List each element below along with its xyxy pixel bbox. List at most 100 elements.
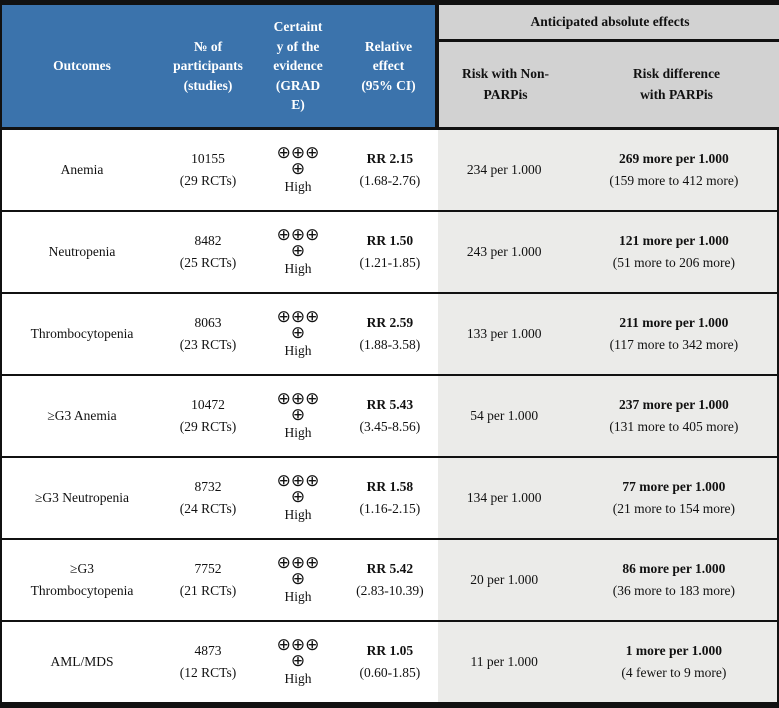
risk-control-cell: 234 per 1.000 [437, 130, 571, 210]
outcome-cell: ≥G3 Anemia [47, 408, 117, 424]
header-anticipated-absolute-effects: Anticipated absolute effects [439, 5, 779, 42]
risk-control-cell: 134 per 1.000 [437, 458, 571, 538]
risk-difference-value: 121 more per 1.000 [619, 233, 729, 249]
grade-level-label: High [284, 506, 312, 522]
header-relative-effect: Relative effect (95% CI) [361, 38, 416, 93]
risk-difference-cell: 237 more per 1.000 (131 more to 405 more… [570, 376, 777, 456]
rr-value: RR 1.58 [366, 479, 414, 495]
outcome-cell: ≥G3 Thrombocytopenia [30, 561, 134, 598]
outcome-cell: AML/MDS [50, 654, 114, 670]
rr-value: RR 1.50 [366, 233, 414, 249]
risk-difference-cell: 211 more per 1.000 (117 more to 342 more… [570, 294, 777, 374]
certainty-cell: ⊕⊕⊕ ⊕ High [254, 376, 342, 456]
risk-difference-value: 211 more per 1.000 [619, 315, 729, 331]
relative-effect-cell: RR 5.42 (2.83-10.39) [342, 540, 438, 620]
header-certainty-grade: Certaint y of the evidence (GRAD E) [273, 19, 323, 113]
participants-cell: 8732 (24 RCTs) [179, 479, 237, 516]
risk-difference-cell: 1 more per 1.000 (4 fewer to 9 more) [570, 622, 777, 702]
risk-difference-value: 237 more per 1.000 [619, 397, 729, 413]
risk-difference-interval: (159 more to 412 more) [609, 173, 739, 188]
table-row-g3-neutropenia: ≥G3 Neutropenia 8732 (24 RCTs) ⊕⊕⊕ ⊕ Hig… [2, 458, 777, 540]
relative-effect-cell: RR 1.58 (1.16-2.15) [342, 458, 438, 538]
participants-cell: 8482 (25 RCTs) [179, 233, 237, 270]
participants-cell: 10155 (29 RCTs) [179, 151, 237, 188]
risk-difference-interval: (21 more to 154 more) [612, 501, 735, 516]
rr-confidence-interval: (3.45-8.56) [359, 419, 421, 434]
outcome-cell: Neutropenia [48, 244, 116, 260]
risk-difference-interval: (4 fewer to 9 more) [621, 665, 727, 680]
certainty-cell: ⊕⊕⊕ ⊕ High [254, 212, 342, 292]
grade-level-label: High [284, 670, 312, 686]
relative-effect-cell: RR 2.15 (1.68-2.76) [342, 130, 438, 210]
risk-difference-interval: (131 more to 405 more) [609, 419, 739, 434]
table-header-left: Outcomes № of participants (studies) Cer… [2, 5, 439, 127]
risk-difference-cell: 269 more per 1.000 (159 more to 412 more… [570, 130, 777, 210]
table-row-neutropenia: Neutropenia 8482 (25 RCTs) ⊕⊕⊕ ⊕ High RR… [2, 212, 777, 294]
header-risk-difference-parpis: Risk difference with PARPis [632, 66, 721, 102]
rr-value: RR 1.05 [366, 643, 414, 659]
rr-value: RR 5.43 [366, 397, 414, 413]
absolute-effects-subheader: Risk with Non- PARPis Risk difference wi… [439, 42, 779, 127]
grade-level-label: High [284, 260, 312, 276]
relative-effect-cell: RR 1.05 (0.60-1.85) [342, 622, 438, 702]
rr-confidence-interval: (0.60-1.85) [359, 665, 421, 680]
rr-value: RR 5.42 [366, 561, 414, 577]
grade-plus-icons: ⊕⊕⊕ ⊕ [276, 224, 320, 261]
risk-difference-interval: (117 more to 342 more) [609, 337, 739, 352]
outcome-cell: ≥G3 Neutropenia [34, 490, 129, 506]
grade-level-label: High [284, 588, 312, 604]
relative-effect-cell: RR 5.43 (3.45-8.56) [342, 376, 438, 456]
grade-level-label: High [284, 178, 312, 194]
grade-plus-icons: ⊕⊕⊕ ⊕ [276, 388, 320, 425]
risk-difference-value: 1 more per 1.000 [625, 643, 722, 659]
risk-control-cell: 11 per 1.000 [437, 622, 571, 702]
header-risk-non-parpis: Risk with Non- PARPis [461, 66, 550, 102]
rr-value: RR 2.59 [366, 315, 414, 331]
rr-value: RR 2.15 [366, 151, 414, 167]
rr-confidence-interval: (1.21-1.85) [359, 255, 421, 270]
risk-control-cell: 243 per 1.000 [437, 212, 571, 292]
outcome-cell: Anemia [60, 162, 104, 178]
table-header: Outcomes № of participants (studies) Cer… [2, 5, 779, 130]
relative-effect-cell: RR 1.50 (1.21-1.85) [342, 212, 438, 292]
table-row-g3-anemia: ≥G3 Anemia 10472 (29 RCTs) ⊕⊕⊕ ⊕ High RR… [2, 376, 777, 458]
grade-plus-icons: ⊕⊕⊕ ⊕ [276, 552, 320, 589]
risk-difference-value: 77 more per 1.000 [622, 479, 726, 495]
participants-cell: 4873 (12 RCTs) [179, 643, 237, 680]
rr-confidence-interval: (1.88-3.58) [359, 337, 421, 352]
risk-control-cell: 54 per 1.000 [437, 376, 571, 456]
grade-plus-icons: ⊕⊕⊕ ⊕ [276, 634, 320, 671]
risk-difference-value: 269 more per 1.000 [619, 151, 729, 167]
risk-difference-cell: 77 more per 1.000 (21 more to 154 more) [570, 458, 777, 538]
header-participants: № of participants (studies) [173, 38, 243, 93]
grade-plus-icons: ⊕⊕⊕ ⊕ [276, 306, 320, 343]
rr-confidence-interval: (1.68-2.76) [359, 173, 421, 188]
table-row-aml-mds: AML/MDS 4873 (12 RCTs) ⊕⊕⊕ ⊕ High RR 1.0… [2, 622, 777, 702]
participants-cell: 7752 (21 RCTs) [179, 561, 237, 598]
table-header-absolute-effects: Anticipated absolute effects Risk with N… [439, 5, 779, 127]
grade-plus-icons: ⊕⊕⊕ ⊕ [276, 142, 320, 179]
grade-level-label: High [284, 342, 312, 358]
participants-cell: 10472 (29 RCTs) [179, 397, 237, 434]
rr-confidence-interval: (1.16-2.15) [359, 501, 421, 516]
table-row-thrombocytopenia: Thrombocytopenia 8063 (23 RCTs) ⊕⊕⊕ ⊕ Hi… [2, 294, 777, 376]
grade-level-label: High [284, 424, 312, 440]
participants-cell: 8063 (23 RCTs) [179, 315, 237, 352]
rr-confidence-interval: (2.83-10.39) [356, 583, 424, 598]
certainty-cell: ⊕⊕⊕ ⊕ High [254, 130, 342, 210]
risk-difference-cell: 86 more per 1.000 (36 more to 183 more) [570, 540, 777, 620]
certainty-cell: ⊕⊕⊕ ⊕ High [254, 294, 342, 374]
relative-effect-cell: RR 2.59 (1.88-3.58) [342, 294, 438, 374]
outcome-cell: Thrombocytopenia [30, 326, 134, 342]
grade-plus-icons: ⊕⊕⊕ ⊕ [276, 470, 320, 507]
header-outcomes: Outcomes [53, 58, 111, 74]
risk-control-cell: 133 per 1.000 [437, 294, 571, 374]
table-row-anemia: Anemia 10155 (29 RCTs) ⊕⊕⊕ ⊕ High RR 2.1… [2, 130, 777, 212]
risk-difference-interval: (51 more to 206 more) [612, 255, 735, 270]
risk-difference-cell: 121 more per 1.000 (51 more to 206 more) [570, 212, 777, 292]
risk-difference-value: 86 more per 1.000 [622, 561, 726, 577]
risk-control-cell: 20 per 1.000 [437, 540, 571, 620]
certainty-cell: ⊕⊕⊕ ⊕ High [254, 458, 342, 538]
risk-difference-interval: (36 more to 183 more) [612, 583, 735, 598]
